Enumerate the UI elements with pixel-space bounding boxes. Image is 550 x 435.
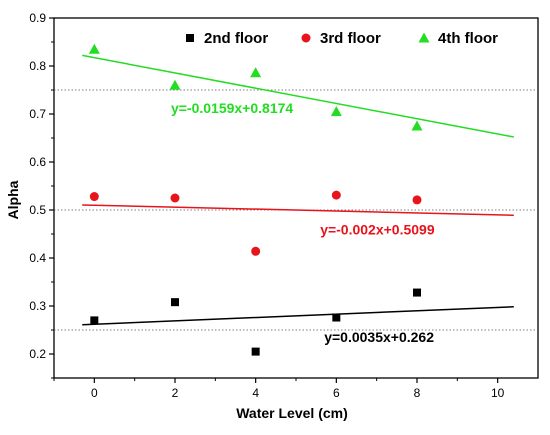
legend-3rd-floor-label: 3rd floor: [320, 30, 381, 47]
2nd-floor-point: [90, 316, 99, 325]
3rd-floor-point: [89, 192, 99, 202]
x-tick-label: 8: [414, 386, 421, 400]
y-tick-label: 0.2: [29, 347, 46, 361]
legend-2nd-floor-marker: [186, 34, 194, 42]
2nd-floor-point: [251, 347, 260, 356]
legend-4th-floor-marker: [418, 32, 430, 43]
3rd-floor-fit-equation: y=-0.002x+0.5099: [320, 221, 435, 237]
3rd-floor-fit-line: [82, 204, 514, 216]
x-tick-label: 2: [172, 386, 179, 400]
plot-frame: [53, 17, 539, 379]
2nd-floor-point: [332, 313, 341, 322]
2nd-floor-fit-equation: y=0.0035x+0.262: [324, 329, 434, 345]
3rd-floor-point: [412, 195, 422, 205]
4th-floor-point: [411, 120, 423, 131]
y-tick-label: 0.8: [29, 59, 46, 73]
y-tick-label: 0.4: [29, 251, 46, 265]
3rd-floor-point: [170, 193, 180, 203]
y-tick-label: 0.6: [29, 155, 46, 169]
x-tick-label: 6: [333, 386, 340, 400]
4th-floor-point: [88, 43, 100, 54]
x-tick-label: 4: [252, 386, 259, 400]
4th-floor-point: [250, 67, 262, 78]
2nd-floor-point: [171, 298, 179, 307]
x-tick-label: 0: [91, 386, 98, 400]
y-tick-label: 0.7: [29, 107, 46, 121]
y-axis-title: Alpha: [5, 180, 21, 219]
2nd-floor-fit-line: [82, 306, 514, 326]
legend-2nd-floor-label: 2nd floor: [204, 30, 268, 47]
x-axis-title: Water Level (cm): [236, 405, 348, 421]
3rd-floor-point: [251, 246, 261, 256]
legend-3rd-floor-marker: [301, 33, 311, 43]
4th-floor-point: [169, 79, 181, 90]
legend-4th-floor-label: 4th floor: [438, 30, 498, 47]
4th-floor-point: [330, 106, 342, 117]
y-tick-label: 0.9: [29, 11, 46, 25]
x-tick-label: 10: [491, 386, 505, 400]
3rd-floor-point: [331, 190, 341, 200]
4th-floor-fit-equation: y=-0.0159x+0.8174: [171, 100, 293, 116]
2nd-floor-point: [413, 288, 421, 297]
y-tick-label: 0.3: [29, 299, 46, 313]
4th-floor-fit-line: [82, 54, 514, 138]
y-tick-label: 0.5: [29, 203, 46, 217]
